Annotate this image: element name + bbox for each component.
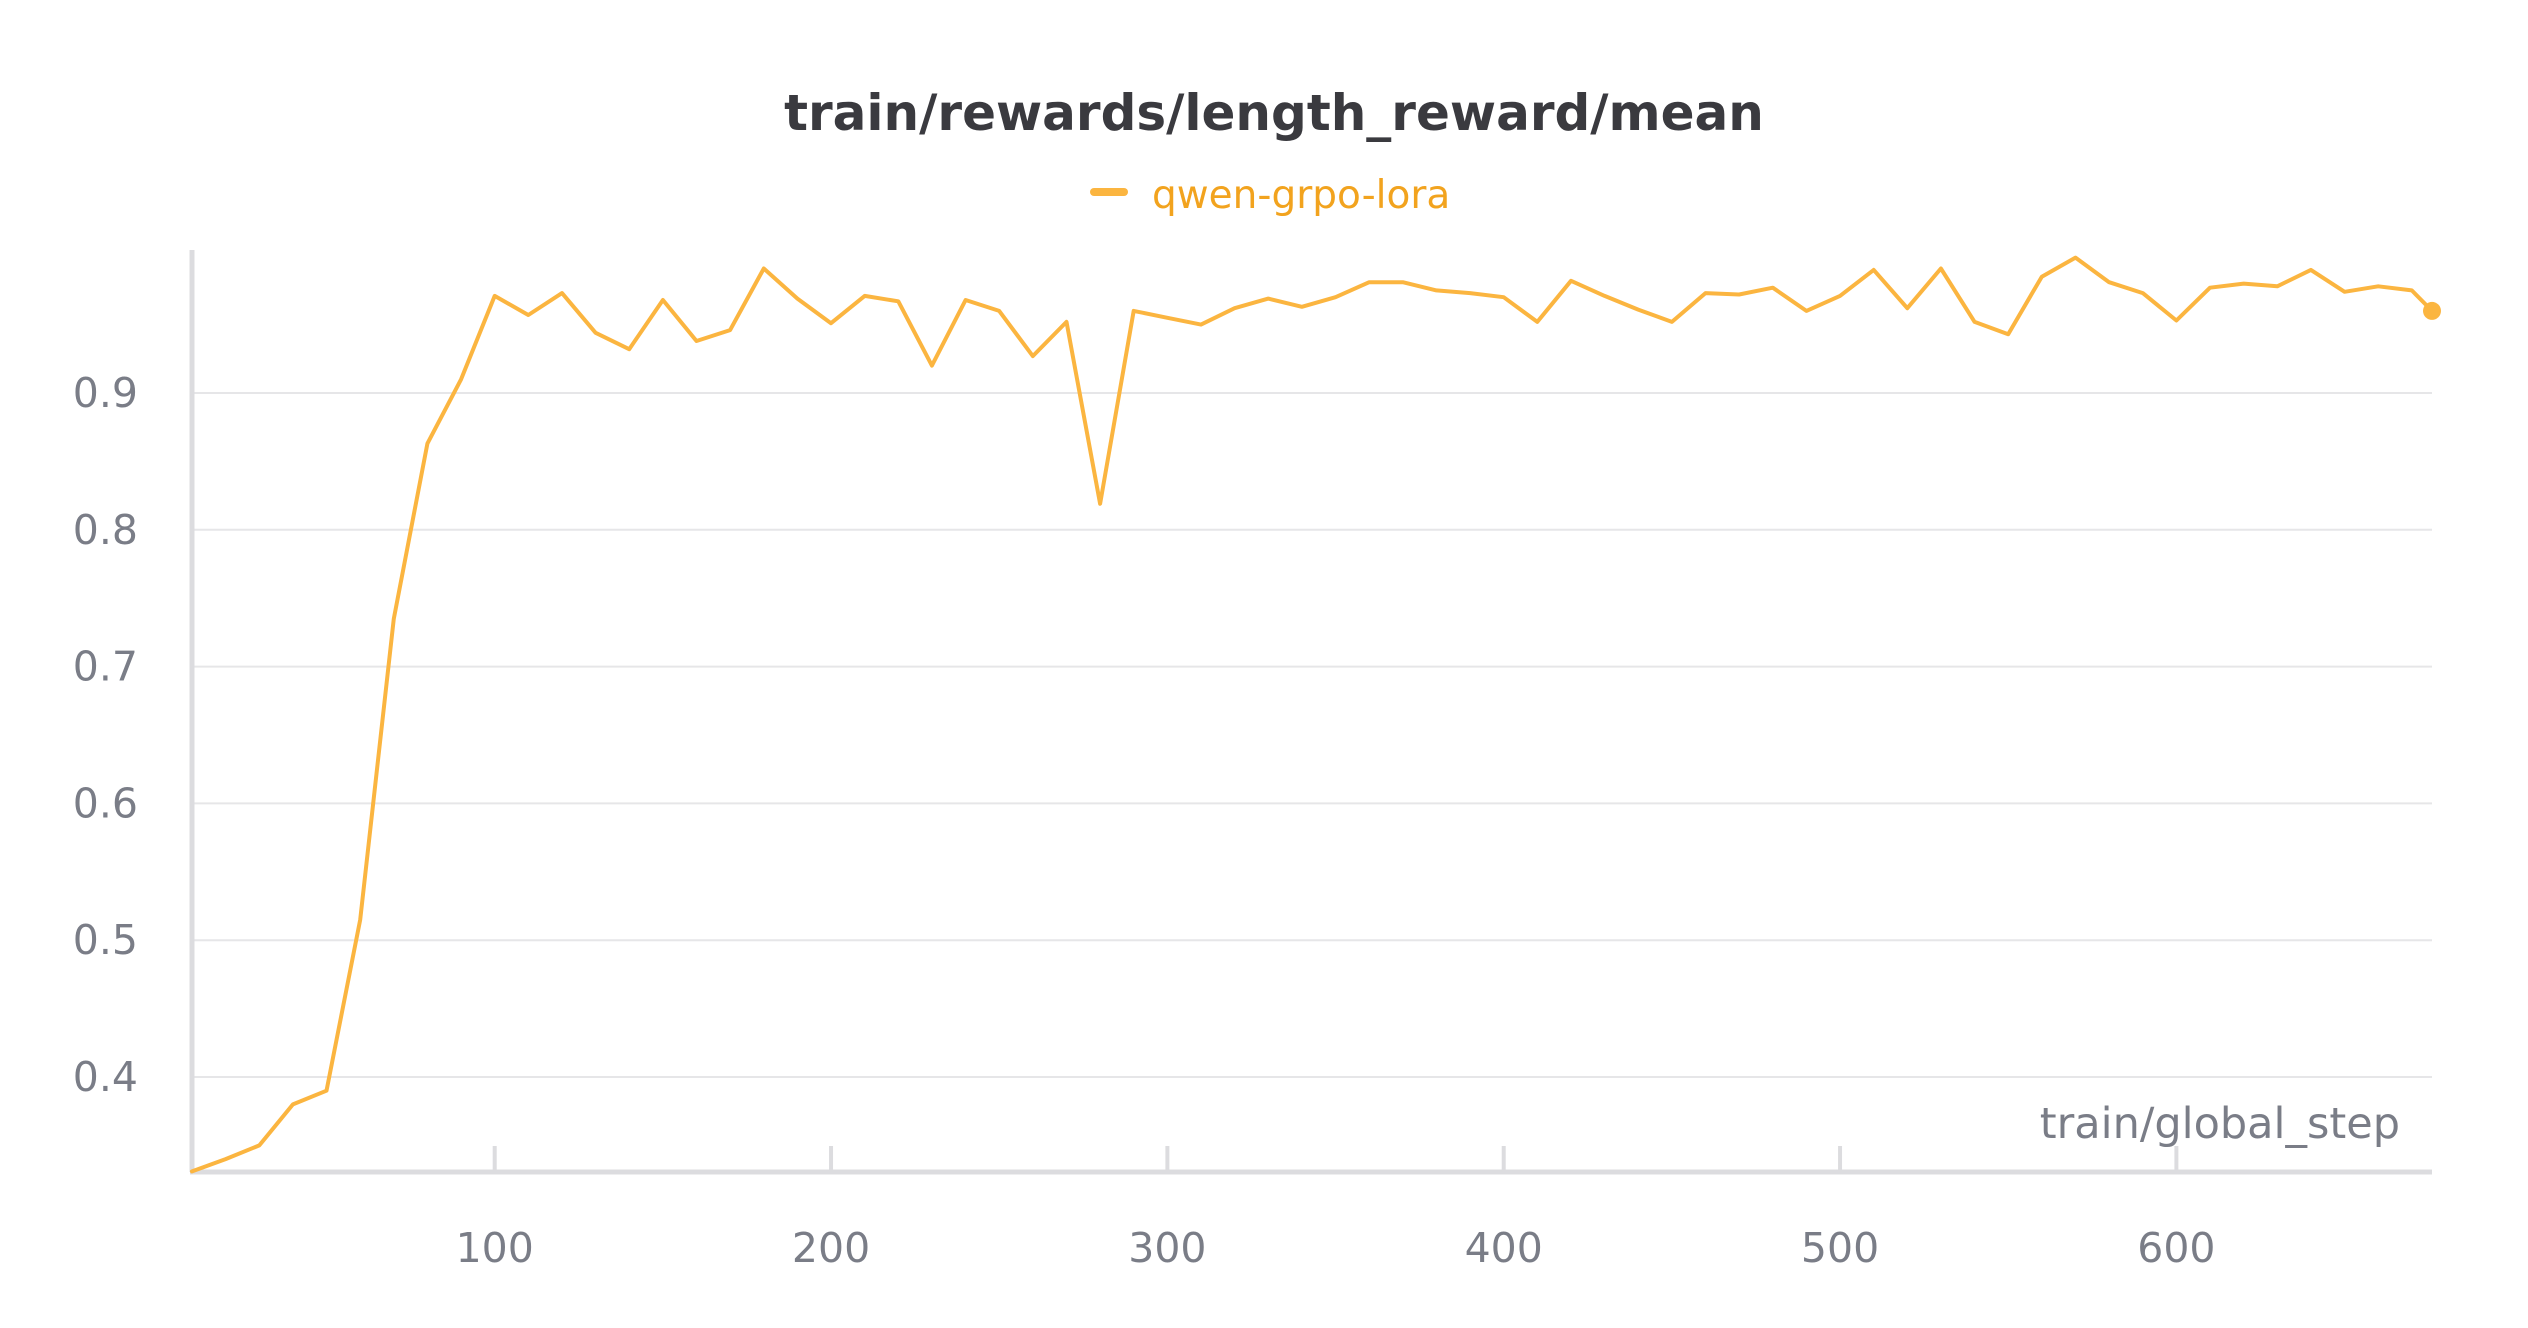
- data-point[interactable]: [388, 613, 400, 625]
- data-point[interactable]: [354, 914, 366, 926]
- data-point[interactable]: [1565, 275, 1577, 287]
- data-point[interactable]: [859, 290, 871, 302]
- data-point[interactable]: [1128, 305, 1140, 317]
- data-point[interactable]: [253, 1139, 265, 1151]
- data-point[interactable]: [2002, 328, 2014, 340]
- x-tick-label: 600: [2137, 1224, 2215, 1272]
- data-point[interactable]: [1161, 312, 1173, 324]
- data-point[interactable]: [1464, 287, 1476, 299]
- data-point[interactable]: [1700, 287, 1712, 299]
- data-point[interactable]: [2137, 287, 2149, 299]
- data-point[interactable]: [2036, 271, 2048, 283]
- data-point[interactable]: [1060, 316, 1072, 328]
- data-point[interactable]: [691, 335, 703, 347]
- x-axis-label: train/global_step: [2040, 1099, 2400, 1149]
- data-point[interactable]: [960, 294, 972, 306]
- x-tick-label: 300: [1128, 1224, 1206, 1272]
- data-point[interactable]: [1666, 316, 1678, 328]
- data-point[interactable]: [287, 1098, 299, 1110]
- data-point[interactable]: [455, 373, 467, 385]
- data-point[interactable]: [1296, 301, 1308, 313]
- series-line-qwen-grpo-lora[interactable]: [190, 255, 2434, 1174]
- data-point[interactable]: [1767, 282, 1779, 294]
- y-tick-label: 0.7: [73, 643, 138, 691]
- data-point[interactable]: [1262, 293, 1274, 305]
- data-point[interactable]: [522, 309, 534, 321]
- data-point[interactable]: [758, 263, 770, 275]
- chart-title: train/rewards/length_reward/mean: [784, 84, 1764, 142]
- data-point[interactable]: [2339, 286, 2351, 298]
- data-point[interactable]: [2406, 284, 2418, 296]
- data-point[interactable]: [1027, 350, 1039, 362]
- data-point[interactable]: [220, 1153, 232, 1165]
- data-point[interactable]: [623, 343, 635, 355]
- y-tick-label: 0.9: [73, 369, 138, 417]
- data-point[interactable]: [421, 438, 433, 450]
- data-point[interactable]: [1330, 291, 1342, 303]
- series-layer: [186, 252, 2441, 1177]
- data-point[interactable]: [2170, 314, 2182, 326]
- y-tick-label: 0.5: [73, 916, 138, 964]
- data-point[interactable]: [2069, 252, 2081, 264]
- legend-label-qwen-grpo-lora: qwen-grpo-lora: [1152, 173, 1450, 218]
- legend-swatch: [1090, 188, 1128, 196]
- data-point[interactable]: [2103, 276, 2115, 288]
- data-point[interactable]: [1868, 264, 1880, 276]
- data-point[interactable]: [1935, 263, 1947, 275]
- data-point[interactable]: [1229, 302, 1241, 314]
- data-point[interactable]: [926, 360, 938, 372]
- y-tick-label: 0.4: [73, 1053, 138, 1101]
- data-point[interactable]: [489, 290, 501, 302]
- x-tick-label: 400: [1465, 1224, 1543, 1272]
- data-point[interactable]: [825, 317, 837, 329]
- data-point[interactable]: [1498, 291, 1510, 303]
- data-point[interactable]: [657, 294, 669, 306]
- data-point[interactable]: [892, 295, 904, 307]
- data-point[interactable]: [1195, 319, 1207, 331]
- data-point[interactable]: [2305, 264, 2317, 276]
- series-end-point[interactable]: [2423, 301, 2441, 320]
- data-point[interactable]: [186, 1165, 198, 1177]
- data-point[interactable]: [1363, 276, 1375, 288]
- data-point[interactable]: [2238, 278, 2250, 290]
- y-tick-label: 0.8: [73, 506, 138, 554]
- data-point[interactable]: [321, 1085, 333, 1097]
- x-tick-label: 200: [792, 1224, 870, 1272]
- data-point[interactable]: [2271, 280, 2283, 292]
- data-point[interactable]: [590, 327, 602, 339]
- data-point[interactable]: [1834, 290, 1846, 302]
- data-point[interactable]: [1632, 304, 1644, 316]
- data-point[interactable]: [791, 293, 803, 305]
- data-point[interactable]: [1969, 316, 1981, 328]
- data-point[interactable]: [1094, 498, 1106, 510]
- data-point[interactable]: [1800, 305, 1812, 317]
- data-point[interactable]: [1430, 284, 1442, 296]
- y-tick-label: 0.6: [73, 779, 138, 827]
- data-point[interactable]: [1599, 290, 1611, 302]
- legend[interactable]: qwen-grpo-lora: [1090, 173, 1450, 218]
- data-point[interactable]: [1901, 302, 1913, 314]
- grid-lines: [192, 392, 2432, 1078]
- text-layer: train/rewards/length_reward/mean qwen-gr…: [73, 84, 2400, 1272]
- data-point[interactable]: [2204, 282, 2216, 294]
- x-tick-label: 500: [1801, 1224, 1879, 1272]
- data-point[interactable]: [993, 305, 1005, 317]
- data-point[interactable]: [2372, 280, 2384, 292]
- data-point[interactable]: [1733, 289, 1745, 301]
- data-point[interactable]: [1531, 316, 1543, 328]
- data-point[interactable]: [724, 324, 736, 336]
- data-point[interactable]: [556, 287, 568, 299]
- data-point[interactable]: [1397, 276, 1409, 288]
- axes: [189, 250, 2432, 1175]
- x-tick-label: 100: [456, 1224, 534, 1272]
